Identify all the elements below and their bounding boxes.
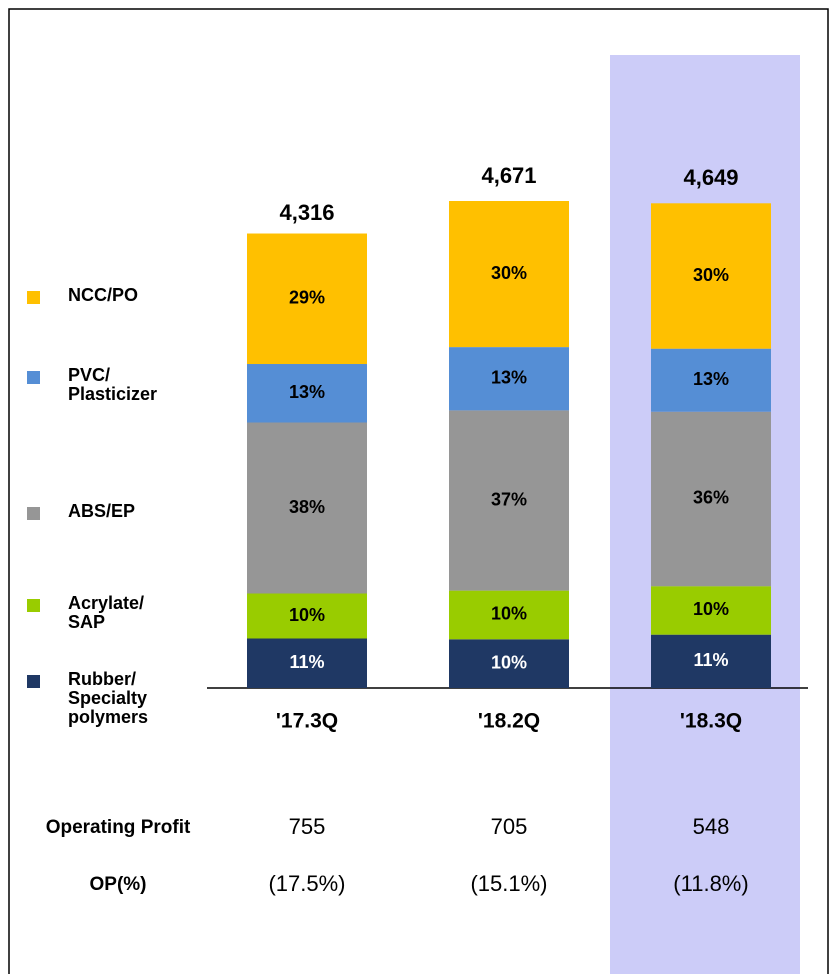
bar-segment xyxy=(247,364,367,423)
total-label: 4,649 xyxy=(683,165,738,190)
bar-segment xyxy=(247,638,367,688)
bar-segment xyxy=(247,593,367,639)
bar-segment xyxy=(449,347,569,411)
bar-segment xyxy=(651,586,771,635)
bar-segment xyxy=(651,411,771,587)
row-value: (11.8%) xyxy=(673,871,748,896)
row-value: (15.1%) xyxy=(470,871,547,896)
category-label: '18.2Q xyxy=(478,710,540,733)
bar-segment xyxy=(651,348,771,412)
bar-segment xyxy=(247,233,367,365)
legend-marker xyxy=(27,371,40,384)
total-label: 4,671 xyxy=(481,163,536,188)
segment-label: 10% xyxy=(289,605,325,625)
legend-label: PVC/Plasticizer xyxy=(68,365,157,404)
row-value: 548 xyxy=(693,814,730,839)
segment-label: 30% xyxy=(491,263,527,283)
legend-label: Acrylate/SAP xyxy=(68,593,144,632)
category-label: '18.3Q xyxy=(680,710,742,733)
segment-label: 10% xyxy=(693,599,729,619)
row-value: 705 xyxy=(491,814,528,839)
segment-label: 38% xyxy=(289,497,325,517)
row-label: Operating Profit xyxy=(46,817,191,838)
bar-segment xyxy=(449,639,569,688)
legend-marker xyxy=(27,599,40,612)
segment-label: 29% xyxy=(289,288,325,308)
row-value: 755 xyxy=(289,814,326,839)
legend-label: NCC/PO xyxy=(68,285,138,305)
segment-label: 10% xyxy=(491,652,527,672)
frame xyxy=(8,8,829,974)
segment-label: 13% xyxy=(491,368,527,388)
legend-label: Rubber/Specialty polymers xyxy=(68,669,148,727)
bar-segment xyxy=(449,590,569,640)
segment-label: 13% xyxy=(693,369,729,389)
segment-label: 36% xyxy=(693,488,729,508)
legend-marker xyxy=(27,507,40,520)
row-value: (17.5%) xyxy=(268,871,345,896)
bar-segment xyxy=(651,203,771,349)
segment-label: 30% xyxy=(693,265,729,285)
bar-segment xyxy=(247,422,367,594)
legend-label: ABS/EP xyxy=(68,501,135,521)
segment-label: 11% xyxy=(693,650,728,670)
bar-segment xyxy=(651,634,771,688)
legend-marker xyxy=(27,291,40,304)
segment-label: 13% xyxy=(289,382,325,402)
row-label: OP(%) xyxy=(90,874,147,895)
segment-label: 11% xyxy=(289,652,324,672)
total-label: 4,316 xyxy=(279,200,334,225)
category-label: '17.3Q xyxy=(276,710,338,733)
legend-marker xyxy=(27,675,40,688)
bar-segment xyxy=(449,201,569,348)
bar-segment xyxy=(449,410,569,591)
segment-label: 37% xyxy=(491,489,527,509)
segment-label: 10% xyxy=(491,604,527,624)
